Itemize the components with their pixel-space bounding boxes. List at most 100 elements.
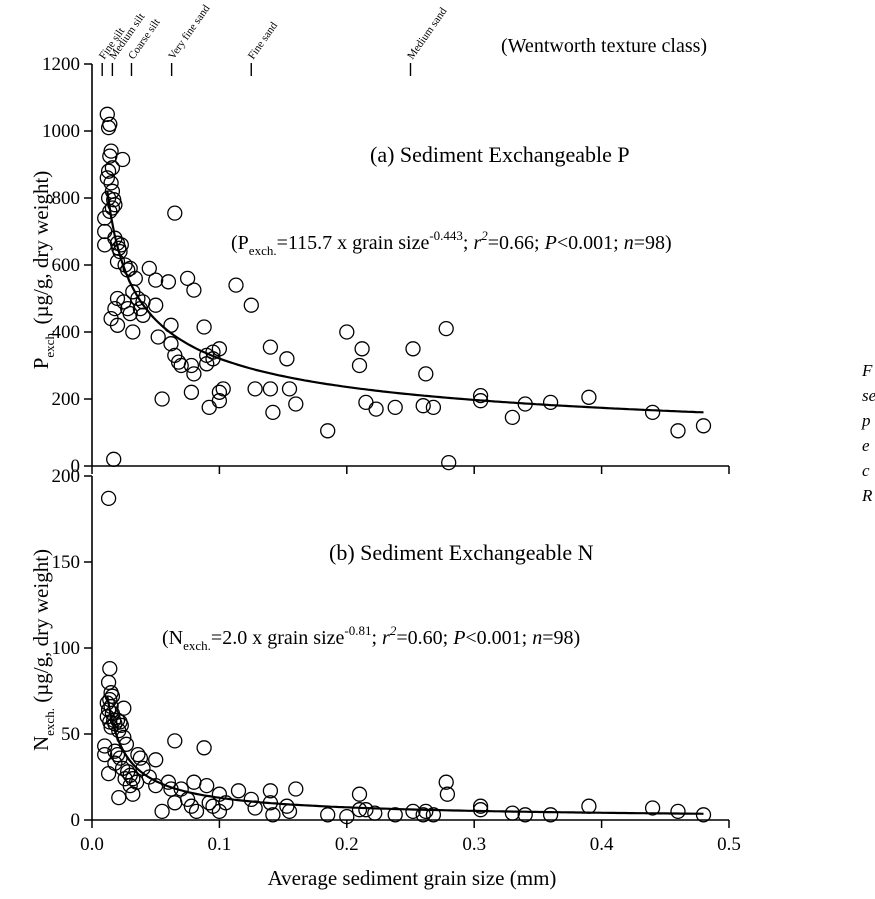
panel-a-ytick-label: 1200 [42,54,80,75]
caption-fragments: F se p e c R [861,361,875,505]
panel-b-xtick-label: 0.4 [590,834,614,855]
panel-a-point [542,394,559,411]
panel-b-point [351,802,368,818]
panel-a-point [183,384,200,400]
panel-a-point [132,300,149,317]
panel-b-point [472,802,489,818]
panel-b-point [288,781,304,797]
texture-label: Fine sand [246,20,280,62]
panel-b-xtick-label: 0.2 [335,834,359,855]
panel-a-point [211,384,228,400]
panel-b-point [438,774,454,790]
panel-a-ytick-label: 1000 [42,121,80,142]
panel-a-point [243,297,259,313]
panel-b-point [122,777,138,794]
panel-b-point [163,781,179,797]
panel-a-point [100,163,117,179]
panel-b-ytick-label: 100 [52,638,81,659]
panel-b-ytick-label: 50 [61,724,80,745]
panel-a-point [581,389,597,405]
panel-b-equation: (Nexch.=2.0 x grain size-0.81; r2=0.60; … [162,623,580,653]
panel-b-point [339,808,355,825]
panel-a-point [211,393,228,409]
panel-a-ylabel: Pexch. (µg/g, dry weight) [29,171,57,370]
panel-b-xtick-label: 0.1 [208,834,232,855]
panel-b-point [100,674,117,691]
panel-a-point [167,205,183,221]
caption-fragment-2: se [862,386,875,405]
panel-a-point [695,418,712,434]
panel-b-point [439,786,456,802]
panel-b-point [243,791,259,808]
panel-a-point [211,341,228,357]
panel-a-point [186,282,202,298]
caption-fragment-4: e [862,436,870,455]
panel-b-point [102,660,118,677]
panel-a-ytick-label: 600 [52,255,81,276]
panel-b-point [160,774,177,790]
panel-a-point [504,409,521,426]
panel-a-point [320,423,336,439]
panel-a-points [97,106,712,471]
panel-b-ytick-label: 200 [52,466,81,487]
panel-a-point [387,399,403,416]
panel-b-point [262,783,279,799]
panel-b-point [148,752,164,768]
panel-b-point [130,746,146,763]
panel-b-point [97,738,113,754]
panel-a-point [109,317,126,333]
panel-a-point [670,423,686,439]
panel-a-point [281,381,298,397]
panel-a-point [163,336,179,352]
caption-fragment-6: R [861,486,873,505]
panel-b-xtick-label: 0.5 [717,834,741,855]
panel-a-point [106,192,122,208]
panel-a-point [106,451,122,467]
panel-b-point [425,807,442,823]
panel-b-point [230,783,247,799]
panel-a-point [150,329,166,345]
panel-a-point [99,170,115,186]
panel-b-point [281,803,298,820]
panel-b-point [118,736,135,752]
panel-a-point [441,454,457,471]
panel-b-point [112,750,128,766]
panel-a-point [183,357,200,374]
panel-a-point [517,396,533,412]
panel-b-point [415,807,431,823]
panel-b-point [196,740,212,756]
panel-b-point [517,807,533,823]
panel-a-point [122,260,138,277]
panel-b-point [183,798,200,814]
panel-b-point [103,719,119,735]
panel-a-ytick-label: 800 [52,188,81,209]
panel-b-point [351,786,368,802]
panel-b-point [405,803,421,820]
panel-a-point [351,357,368,374]
panel-b-title: (b) Sediment Exchangeable N [329,540,594,565]
panel-a-point [141,260,157,277]
panel-b-ylabel: Nexch. (µg/g, dry weight) [29,549,57,751]
panel-b-point [670,803,686,820]
texture-label: Medium sand [405,5,450,62]
panel-a-point [160,274,177,290]
panel-b-point [320,807,336,823]
panel-a-point [100,119,117,136]
panel-a-point [472,393,489,409]
panel-a-point [163,317,179,333]
panel-b-point [504,805,521,821]
panel-b-point [358,802,374,818]
panel-a-point [103,175,119,191]
panel-a-point [179,270,196,287]
panel-a-point [186,366,202,382]
panel-b-xtick-label: 0.3 [462,834,486,855]
panel-a-point [109,253,126,270]
panel-b-point [265,807,281,823]
panel-a-ytick-label: 400 [52,322,81,343]
texture-label: Very fine sand [166,2,213,61]
panel-b-point [116,729,132,746]
panel-a-point [262,381,279,397]
texture-class-header: (Wentworth texture class) Fine siltMediu… [97,2,707,76]
panel-a-point [354,341,370,357]
